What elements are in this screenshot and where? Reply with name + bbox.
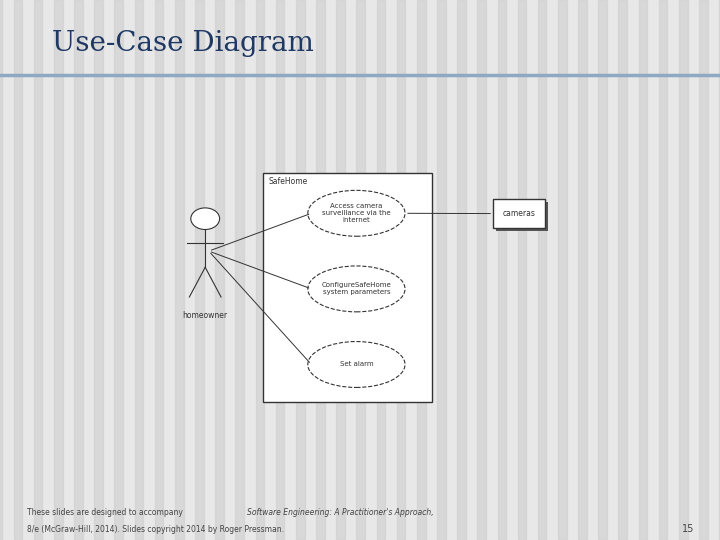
Ellipse shape [307, 266, 405, 312]
Circle shape [191, 208, 220, 230]
Bar [215, 0, 224, 540]
Bar [195, 0, 204, 540]
Bar [296, 0, 305, 540]
Bar [618, 0, 627, 540]
Bar [377, 0, 385, 540]
Text: Software Engineering: A Practitioner's Approach,: Software Engineering: A Practitioner's A… [247, 508, 433, 517]
Bar [679, 0, 688, 540]
Bar [397, 0, 405, 540]
Bar [34, 0, 42, 540]
Bar [719, 0, 720, 540]
Bar [477, 0, 486, 540]
Text: Use-Case Diagram: Use-Case Diagram [52, 30, 314, 57]
Bar [639, 0, 647, 540]
Text: SafeHome: SafeHome [269, 177, 308, 186]
Text: cameras: cameras [503, 209, 536, 218]
Bar [496, 202, 548, 231]
Bar [457, 0, 466, 540]
Bar [493, 199, 545, 228]
Bar [235, 0, 244, 540]
Bar [437, 0, 446, 540]
Bar [263, 173, 432, 402]
Bar [276, 0, 284, 540]
Text: Set alarm: Set alarm [340, 361, 373, 368]
Text: homeowner: homeowner [183, 310, 228, 320]
Bar [114, 0, 123, 540]
Bar [256, 0, 264, 540]
Bar [336, 0, 345, 540]
Bar [316, 0, 325, 540]
Bar [498, 0, 506, 540]
Ellipse shape [307, 341, 405, 388]
Bar [74, 0, 83, 540]
Bar [558, 0, 567, 540]
Bar [598, 0, 607, 540]
Bar [538, 0, 546, 540]
Bar [54, 0, 63, 540]
Bar [94, 0, 103, 540]
Bar [578, 0, 587, 540]
Bar [659, 0, 667, 540]
Bar [0, 0, 2, 540]
Text: These slides are designed to accompany: These slides are designed to accompany [27, 508, 186, 517]
Bar [135, 0, 143, 540]
Text: ConfigureSafeHome
system parameters: ConfigureSafeHome system parameters [322, 282, 391, 295]
Bar [518, 0, 526, 540]
Bar [155, 0, 163, 540]
Bar [175, 0, 184, 540]
Bar [14, 0, 22, 540]
Bar [356, 0, 365, 540]
Bar [699, 0, 708, 540]
Text: 8/e (McGraw-Hill, 2014). Slides copyright 2014 by Roger Pressman.: 8/e (McGraw-Hill, 2014). Slides copyrigh… [27, 524, 284, 534]
Bar [417, 0, 426, 540]
Text: Access camera
surveillance via the
internet: Access camera surveillance via the inter… [322, 203, 391, 224]
Text: 15: 15 [683, 523, 695, 534]
Ellipse shape [307, 191, 405, 237]
